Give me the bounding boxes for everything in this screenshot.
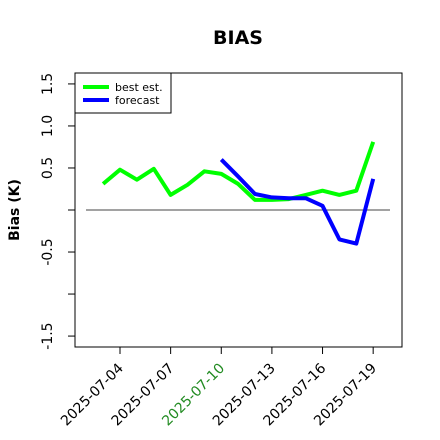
y-axis-title: Bias (K) xyxy=(7,179,23,241)
series-line xyxy=(101,141,376,202)
legend-label: forecast xyxy=(115,94,160,107)
legend-label: best est. xyxy=(115,81,163,94)
series-line xyxy=(219,158,376,246)
y-tick-label: 0.5 xyxy=(40,157,56,179)
y-tick-label: -0.5 xyxy=(40,238,56,265)
y-tick-label: 1.0 xyxy=(40,115,56,137)
legend-box xyxy=(74,72,172,114)
y-tick-label: -1.5 xyxy=(40,322,56,349)
y-tick-label: 1.5 xyxy=(40,73,56,95)
chart-title: BIAS xyxy=(213,27,263,49)
